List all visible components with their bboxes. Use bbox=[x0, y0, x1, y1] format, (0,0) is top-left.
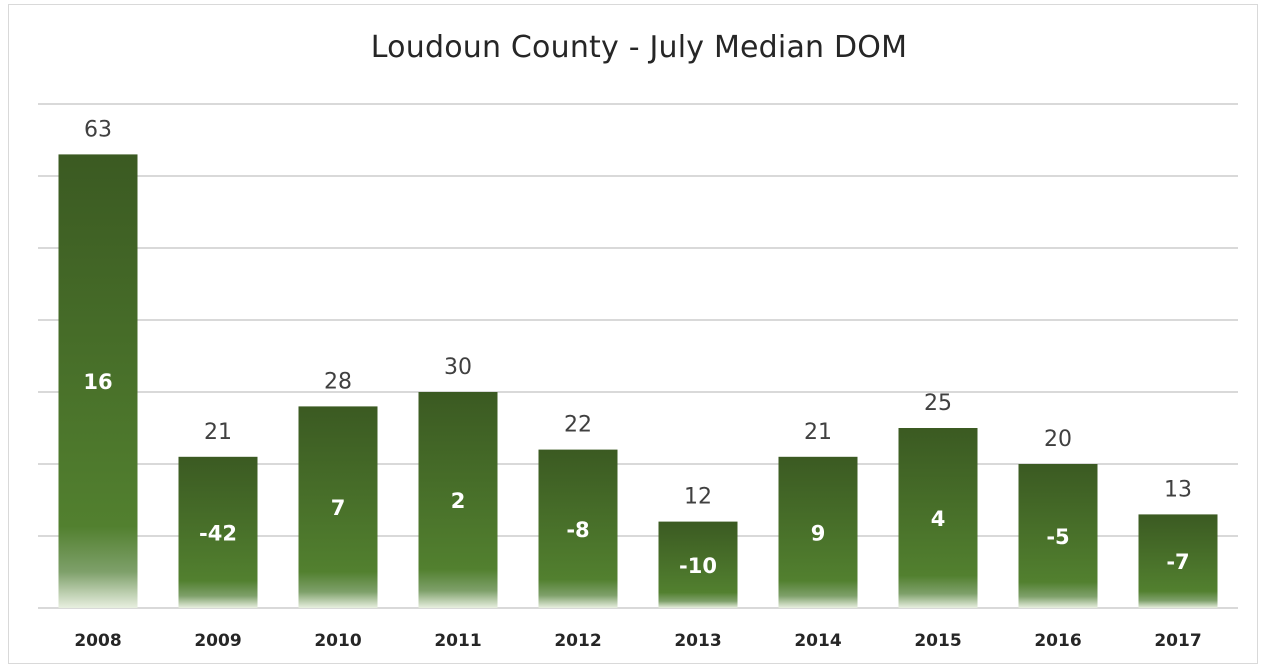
bar-2011 bbox=[418, 392, 498, 608]
x-tick-2010: 2010 bbox=[314, 631, 361, 651]
value-label-2010: 28 bbox=[324, 369, 352, 394]
bar-2009 bbox=[178, 456, 258, 608]
x-tick-2008: 2008 bbox=[74, 631, 121, 651]
change-label-2015: 4 bbox=[931, 507, 946, 531]
x-tick-2009: 2009 bbox=[194, 631, 241, 651]
value-label-2017: 13 bbox=[1164, 477, 1192, 502]
x-tick-2011: 2011 bbox=[434, 631, 481, 651]
change-label-2011: 2 bbox=[451, 489, 466, 513]
value-label-2012: 22 bbox=[564, 413, 592, 438]
x-tick-2013: 2013 bbox=[674, 631, 721, 651]
value-label-2016: 20 bbox=[1044, 427, 1072, 452]
bars bbox=[58, 154, 1218, 608]
value-label-2013: 12 bbox=[684, 485, 712, 510]
x-tick-2012: 2012 bbox=[554, 631, 601, 651]
bar-2014 bbox=[778, 456, 858, 608]
change-label-2008: 16 bbox=[83, 370, 112, 394]
bar-2017 bbox=[1138, 514, 1218, 608]
x-tick-2016: 2016 bbox=[1034, 631, 1081, 651]
change-label-2014: 9 bbox=[811, 521, 826, 545]
chart-title: Loudoun County - July Median DOM bbox=[370, 30, 908, 65]
bar-2016 bbox=[1018, 464, 1098, 608]
bar-2010 bbox=[298, 406, 378, 608]
x-axis-ticks: 2008 2009 2010 2011 2012 2013 2014 2015 2016 2017 bbox=[74, 631, 1201, 651]
x-tick-2014: 2014 bbox=[794, 631, 841, 651]
value-label-2015: 25 bbox=[924, 391, 952, 416]
bar-2008 bbox=[58, 154, 138, 608]
change-label-2009: -42 bbox=[199, 521, 237, 545]
bar-2012 bbox=[538, 449, 618, 608]
change-label-2016: -5 bbox=[1046, 525, 1069, 549]
bar-2015 bbox=[898, 428, 978, 608]
value-label-2014: 21 bbox=[804, 420, 832, 445]
change-label-2012: -8 bbox=[566, 518, 589, 542]
bar-2013 bbox=[658, 521, 738, 608]
value-label-2008: 63 bbox=[84, 117, 112, 142]
x-tick-2015: 2015 bbox=[914, 631, 961, 651]
x-tick-2017: 2017 bbox=[1154, 631, 1201, 651]
change-label-2010: 7 bbox=[331, 496, 346, 520]
change-label-2017: -7 bbox=[1166, 550, 1189, 574]
value-label-2009: 21 bbox=[204, 420, 232, 445]
change-label-2013: -10 bbox=[679, 554, 717, 578]
value-label-2011: 30 bbox=[444, 355, 472, 380]
